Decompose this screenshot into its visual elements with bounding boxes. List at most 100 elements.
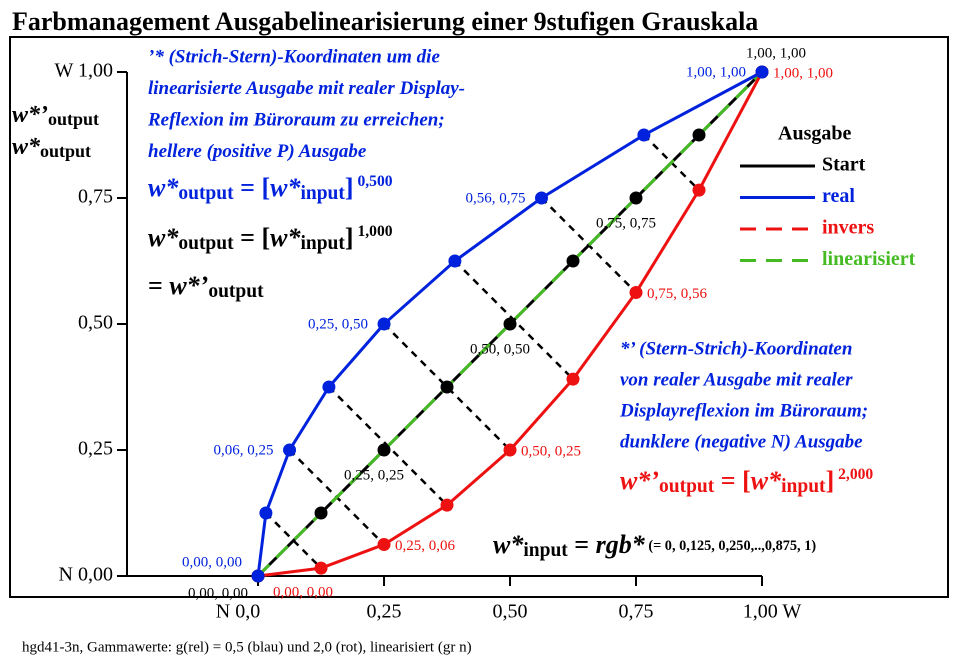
point-label: 1,00, 1,00: [686, 64, 746, 80]
formula-part: input: [781, 476, 826, 497]
formula-part: output: [178, 233, 234, 254]
x-tick-label: 0,25: [367, 601, 402, 623]
point: [314, 561, 328, 575]
formula-part: output: [40, 141, 91, 161]
y-axis-label: w*’output: [12, 102, 99, 129]
y-tick-label: 0,50: [78, 312, 113, 334]
note: *’ (Stern-Strich)-Koordinaten: [620, 338, 852, 359]
formula-part: = [: [234, 173, 270, 202]
point: [629, 191, 643, 205]
formula-part: output: [48, 109, 99, 129]
point: [251, 569, 265, 583]
formula-part: w*’: [620, 466, 659, 495]
point: [566, 372, 580, 386]
footer: hgd41-3n, Gammawerte: g(rel) = 0,5 (blau…: [22, 639, 472, 655]
x-tick-label: 0,75: [619, 601, 654, 623]
formula-part: =: [148, 271, 169, 300]
point: [503, 443, 517, 457]
chart-title: Farbmanagement Ausgabelinearisierung ein…: [12, 7, 758, 36]
note: hellere (positive P) Ausgabe: [148, 141, 367, 162]
formula-part: output: [208, 281, 264, 302]
x-tick-label: 0,50: [493, 601, 528, 623]
y-tick-label: 0,75: [78, 186, 113, 208]
formula-part: input: [300, 183, 345, 204]
formula-part: w*: [493, 530, 524, 559]
point: [377, 317, 391, 331]
note: Displayreflexion im Büroraum;: [619, 400, 868, 421]
y-axis-label: w*output: [12, 134, 91, 161]
point: [637, 128, 651, 142]
formula-part: input: [523, 540, 568, 561]
point: [503, 317, 517, 331]
point: [535, 191, 549, 205]
point: [692, 128, 706, 142]
point: [377, 538, 391, 551]
point-label: 0,56, 0,75: [466, 190, 526, 206]
point-label: 0,75, 0,75: [596, 215, 656, 231]
formula-part: output: [659, 476, 715, 497]
y-tick-label: W 1,00: [54, 60, 113, 82]
point: [322, 380, 336, 394]
formula-part: w*: [148, 173, 179, 202]
point: [440, 380, 454, 394]
point-label: 0,25, 0,50: [308, 316, 368, 332]
point: [629, 286, 643, 299]
point-label: 0,75, 0,56: [647, 286, 708, 302]
note: linearisierte Ausgabe mit realer Display…: [148, 78, 465, 99]
point-label: 0,00, 0,00: [182, 554, 242, 570]
note: von realer Ausgabe mit realer: [620, 369, 853, 390]
point: [755, 65, 769, 79]
formula-part: w*’: [12, 102, 48, 128]
formula-part: =: [568, 530, 596, 559]
formula-part: 2,000: [834, 466, 873, 483]
point-label: 0,00, 0,00: [188, 585, 248, 601]
point: [259, 506, 273, 520]
formula-part: w*: [270, 223, 301, 252]
legend-title: Ausgabe: [778, 123, 851, 145]
point: [566, 254, 580, 268]
formula-part: = [: [714, 466, 750, 495]
point: [314, 506, 328, 520]
point-label: 1,00, 1,00: [773, 65, 833, 81]
legend-label: real: [822, 185, 855, 207]
series-line: [256, 70, 764, 578]
point-label: 0,00, 0,00: [273, 584, 333, 600]
note: Reflexion im Büroraum zu erreichen;: [147, 109, 445, 130]
formula-part: rgb*: [596, 530, 646, 559]
x-tick-label: N 0,0: [216, 601, 260, 623]
formula-part: w*’: [169, 271, 208, 300]
note: dunklere (negative N) Ausgabe: [620, 431, 863, 452]
legend-label: linearisiert: [822, 248, 916, 270]
connector: [383, 323, 511, 451]
formula-part: ]: [826, 466, 835, 495]
point-label: 0,50, 0,25: [521, 443, 581, 459]
point: [283, 443, 297, 457]
formula: = w*’output: [148, 271, 264, 303]
formula-part: w*: [148, 223, 179, 252]
formula-part: w*: [12, 134, 41, 160]
point: [440, 498, 454, 512]
legend-label: Start: [822, 154, 866, 176]
legend-label: invers: [822, 217, 874, 239]
y-tick-label: N 0,00: [59, 564, 113, 586]
formula: w*input = rgb* (= 0, 0,125, 0,250,..,0,8…: [493, 530, 816, 562]
x-tick-label: 1,00 W: [743, 601, 802, 623]
point: [377, 443, 391, 457]
point: [692, 183, 706, 197]
point-label: 0,50, 0,50: [470, 341, 530, 357]
formula-part: ]: [345, 223, 354, 252]
formula-part: = [: [234, 223, 270, 252]
formula: w*’output = [w*input] 2,000: [620, 466, 873, 498]
formula: w*output = [w*input] 0,500: [148, 173, 393, 205]
formula-part: (= 0, 0,125, 0,250,..,0,875, 1): [645, 538, 817, 554]
point-label: 0,25, 0,25: [344, 467, 404, 483]
point-label: 1,00, 1,00: [746, 45, 806, 61]
formula-part: w*: [751, 466, 782, 495]
y-tick-label: 0,25: [78, 438, 113, 460]
note: ’* (Strich-Stern)-Koordinaten um die: [148, 46, 440, 67]
formula: w*output = [w*input] 1,000: [148, 223, 393, 255]
formula-part: 0,500: [354, 173, 393, 190]
point: [448, 254, 462, 268]
